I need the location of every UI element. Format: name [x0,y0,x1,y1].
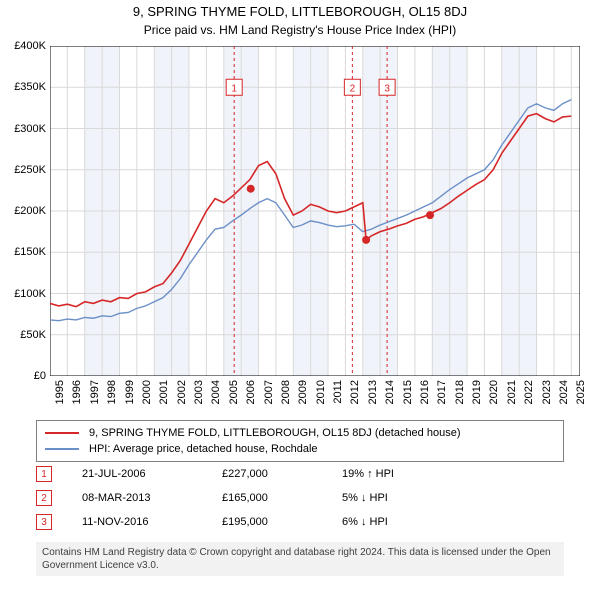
x-axis-label: 1998 [106,380,118,404]
chart-area: 123 £0£50K£100K£150K£200K£250K£300K£350K… [50,46,580,376]
x-axis-label: 2014 [384,380,396,404]
y-axis-label: £200K [14,205,46,217]
legend-item: 9, SPRING THYME FOLD, LITTLEBOROUGH, OL1… [45,425,555,441]
x-axis-label: 1995 [54,380,66,404]
x-axis-label: 2021 [506,380,518,404]
marker-id-box: 2 [36,490,52,506]
svg-text:1: 1 [231,83,237,94]
y-axis-label: £0 [34,370,46,382]
x-axis-label: 2011 [332,380,344,404]
legend: 9, SPRING THYME FOLD, LITTLEBOROUGH, OL1… [36,420,564,462]
transaction-row: 3 11-NOV-2016£195,0006% ↓ HPI [36,510,462,534]
x-axis-label: 2012 [349,380,361,404]
x-axis-label: 2023 [541,380,553,404]
y-axis-label: £250K [14,164,46,176]
transaction-table: 1 21-JUL-2006£227,00019% ↑ HPI 2 08-MAR-201… [36,462,462,534]
transaction-hpi: 19% ↑ HPI [342,468,462,480]
x-axis-label: 2010 [315,380,327,404]
x-axis-label: 2019 [471,380,483,404]
x-axis-label: 2002 [176,380,188,404]
x-axis-label: 2020 [488,380,500,404]
x-axis-label: 2000 [141,380,153,404]
transaction-price: £227,000 [222,468,342,480]
x-axis-label: 2013 [367,380,379,404]
x-axis-label: 2003 [193,380,205,404]
y-axis-label: £300K [14,123,46,135]
x-axis-label: 2004 [210,380,222,404]
chart-subtitle: Price paid vs. HM Land Registry's House … [0,23,600,37]
y-axis-label: £400K [14,40,46,52]
x-axis-label: 2018 [454,380,466,404]
transaction-hpi: 6% ↓ HPI [342,516,462,528]
transaction-date: 21-JUL-2006 [82,468,222,480]
marker-id-box: 1 [36,466,52,482]
y-axis-label: £50K [20,329,46,341]
x-axis-label: 2005 [228,380,240,404]
chart-title: 9, SPRING THYME FOLD, LITTLEBOROUGH, OL1… [0,4,600,21]
legend-label: HPI: Average price, detached house, Roch… [89,443,318,455]
chart-svg: 1 2 3 [50,46,580,376]
x-axis-label: 2001 [158,380,170,404]
marker-id-box: 3 [36,514,52,530]
x-axis-label: 2015 [402,380,414,404]
transaction-hpi: 5% ↓ HPI [342,492,462,504]
x-axis-label: 2025 [575,380,587,404]
svg-text:3: 3 [384,83,390,94]
y-axis-label: £350K [14,81,46,93]
legend-swatch [45,432,79,434]
y-axis-label: £150K [14,246,46,258]
y-axis-label: £100K [14,288,46,300]
svg-text:2: 2 [350,83,356,94]
transaction-price: £195,000 [222,516,342,528]
x-axis-label: 2006 [245,380,257,404]
transaction-row: 2 08-MAR-2013£165,0005% ↓ HPI [36,486,462,510]
x-axis-label: 1999 [124,380,136,404]
title-block: 9, SPRING THYME FOLD, LITTLEBOROUGH, OL1… [0,0,600,37]
x-axis-label: 2007 [263,380,275,404]
attribution-text: Contains HM Land Registry data © Crown c… [36,542,564,576]
transaction-date: 08-MAR-2013 [82,492,222,504]
x-axis-label: 2009 [297,380,309,404]
legend-label: 9, SPRING THYME FOLD, LITTLEBOROUGH, OL1… [89,427,460,439]
transaction-price: £165,000 [222,492,342,504]
transaction-row: 1 21-JUL-2006£227,00019% ↑ HPI [36,462,462,486]
x-axis-label: 2008 [280,380,292,404]
x-axis-label: 1997 [89,380,101,404]
x-axis-label: 2017 [436,380,448,404]
x-axis-label: 2016 [419,380,431,404]
x-axis-label: 1996 [71,380,83,404]
x-axis-label: 2024 [558,380,570,404]
transaction-date: 11-NOV-2016 [82,516,222,528]
legend-item: HPI: Average price, detached house, Roch… [45,441,555,457]
legend-swatch [45,448,79,450]
chart-container: 9, SPRING THYME FOLD, LITTLEBOROUGH, OL1… [0,0,600,590]
x-axis-label: 2022 [523,380,535,404]
